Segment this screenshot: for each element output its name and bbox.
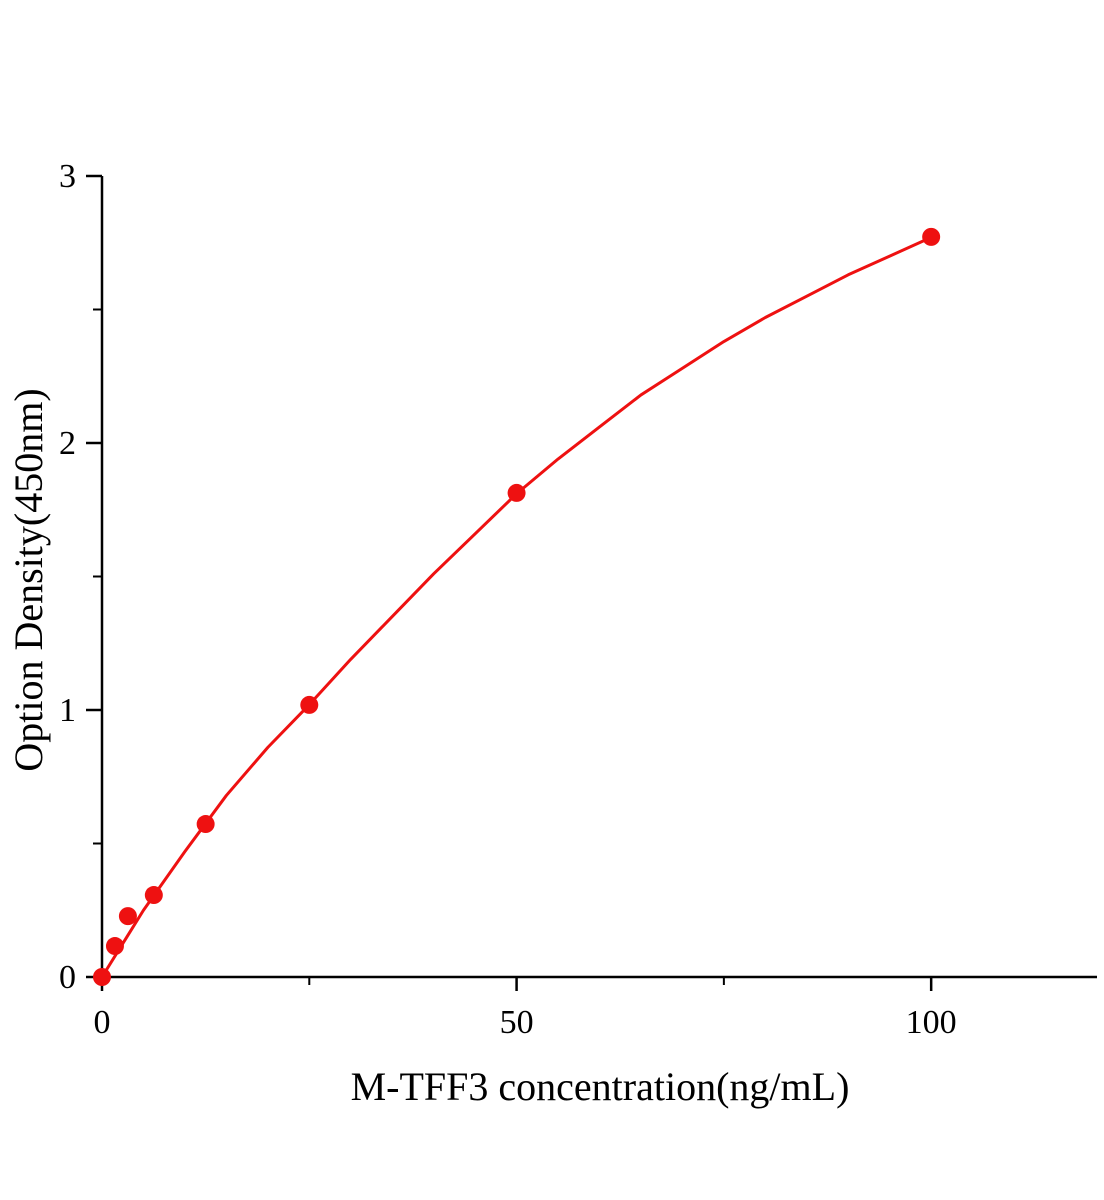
- y-tick-label: 1: [59, 692, 76, 729]
- data-point: [144, 886, 163, 905]
- x-tick-label: 0: [94, 1004, 111, 1041]
- data-point: [507, 483, 526, 502]
- data-point: [93, 968, 111, 986]
- fit-curve: [100, 236, 932, 978]
- y-tick-label: 0: [59, 959, 76, 996]
- y-axis-title: Option Density(450nm): [6, 388, 51, 771]
- y-tick-label: 2: [59, 425, 76, 462]
- data-point: [196, 815, 215, 834]
- data-point: [922, 227, 941, 246]
- data-point: [118, 907, 137, 926]
- x-tick-label: 100: [906, 1004, 957, 1041]
- data-point: [105, 937, 124, 956]
- x-tick-label: 50: [500, 1004, 534, 1041]
- data-point: [300, 695, 319, 714]
- x-axis-title: M-TFF3 concentration(ng/mL): [351, 1064, 850, 1109]
- y-tick-label: 3: [59, 158, 76, 195]
